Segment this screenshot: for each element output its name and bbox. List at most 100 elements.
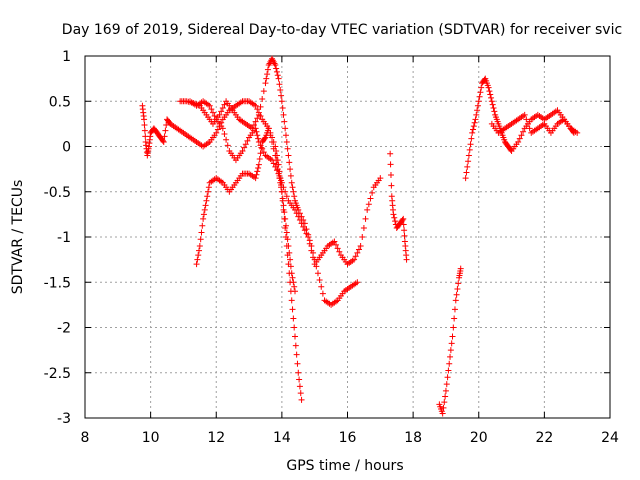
data-point	[254, 168, 261, 175]
data-point	[141, 116, 148, 123]
data-point	[260, 88, 267, 95]
data-point	[197, 236, 204, 243]
data-point	[193, 261, 200, 268]
data-point	[221, 101, 228, 108]
data-point	[255, 135, 262, 142]
data-point	[257, 103, 264, 110]
data-point	[270, 145, 277, 152]
series-arc7	[462, 75, 577, 182]
data-point	[265, 125, 272, 132]
data-point	[365, 201, 372, 208]
data-point	[449, 333, 456, 340]
data-point	[292, 288, 298, 295]
data-point	[159, 137, 166, 144]
data-point	[316, 276, 323, 283]
data-point	[278, 92, 285, 99]
data-point	[214, 126, 221, 133]
data-point	[387, 172, 394, 179]
y-tick-label: -2	[57, 321, 71, 337]
data-point	[475, 98, 482, 105]
data-point	[270, 160, 277, 167]
x-tick-label: 24	[601, 430, 619, 446]
data-point	[278, 188, 285, 195]
data-point	[252, 175, 259, 182]
data-point	[290, 188, 297, 195]
chart-title: Day 169 of 2019, Sidereal Day-to-day VTE…	[62, 22, 622, 38]
data-point	[208, 106, 215, 113]
data-point	[448, 340, 455, 347]
data-point	[453, 291, 460, 298]
data-point	[443, 381, 450, 388]
x-axis-label: GPS time / hours	[286, 458, 403, 474]
data-point	[401, 232, 408, 239]
data-point	[254, 106, 261, 113]
data-point	[388, 182, 395, 189]
data-point	[354, 249, 361, 256]
data-point	[526, 125, 533, 132]
data-point	[272, 163, 279, 170]
data-point	[218, 108, 225, 115]
data-point	[255, 164, 262, 171]
data-point	[287, 263, 294, 270]
data-point	[487, 91, 494, 98]
data-point	[274, 72, 281, 79]
data-point	[360, 224, 367, 231]
series-arc1	[139, 98, 305, 403]
data-point	[468, 135, 475, 142]
data-point	[470, 126, 477, 133]
data-point	[469, 129, 476, 136]
data-point	[216, 111, 223, 118]
data-point	[261, 135, 268, 142]
x-tick-label: 16	[339, 430, 357, 446]
data-point	[292, 333, 298, 340]
data-point	[333, 241, 340, 248]
data-point	[520, 128, 527, 135]
data-point	[285, 152, 292, 159]
data-point	[253, 171, 260, 178]
data-point	[466, 146, 473, 153]
data-point	[296, 376, 303, 383]
data-point	[269, 157, 276, 164]
data-point	[255, 111, 262, 118]
data-point	[252, 102, 259, 109]
data-point	[298, 396, 305, 403]
data-point	[267, 132, 274, 139]
data-point	[288, 297, 295, 304]
data-point	[254, 115, 261, 122]
series-arc2	[177, 55, 361, 308]
y-tick-label: -1	[57, 230, 71, 246]
y-tick-label: -0.5	[44, 185, 71, 201]
data-point	[574, 129, 581, 136]
data-point	[263, 75, 270, 82]
data-point	[293, 351, 300, 358]
data-point	[477, 89, 484, 96]
data-point	[194, 256, 201, 263]
data-point	[391, 214, 398, 221]
axis-ticks: 8 10 12 14 16 18 20 22 24 1 0.5 0 -0.5 -1 -1.5 -2 -2.5 -3	[44, 49, 619, 446]
data-point	[209, 109, 216, 116]
data-point	[440, 404, 447, 411]
data-point	[294, 360, 301, 367]
data-point	[447, 347, 454, 354]
data-point	[488, 94, 495, 101]
data-point	[254, 132, 261, 139]
data-point	[272, 62, 279, 69]
data-point	[278, 98, 285, 105]
data-point	[276, 81, 283, 88]
y-tick-label: -3	[57, 411, 71, 427]
data-point	[282, 222, 289, 229]
grid	[85, 56, 610, 418]
data-point	[292, 206, 298, 213]
data-point	[253, 128, 260, 135]
data-point	[400, 221, 407, 228]
data-point	[280, 111, 287, 118]
data-point	[281, 209, 288, 216]
data-point	[355, 246, 362, 253]
data-point	[286, 249, 293, 256]
data-point	[290, 315, 297, 322]
data-point	[308, 247, 315, 254]
data-point	[359, 234, 366, 240]
data-point	[242, 141, 249, 148]
data-point	[285, 243, 292, 250]
data-point	[474, 107, 481, 114]
